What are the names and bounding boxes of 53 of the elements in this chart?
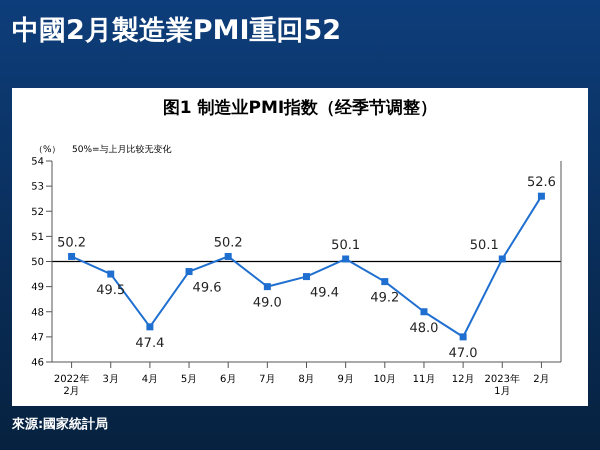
- data-label: 49.6: [192, 280, 222, 296]
- chart-subtitle: 图1 制造业PMI指数（经季节调整）: [162, 97, 438, 119]
- x-tick-label: 3月: [102, 374, 119, 385]
- y-tick-label: 54: [31, 156, 44, 168]
- point: [107, 270, 114, 278]
- x-tick-label: 6月: [220, 374, 236, 385]
- point: [420, 308, 428, 316]
- x-tick-label: 2022年 2月: [54, 373, 90, 397]
- y-tick-label: 53: [31, 182, 44, 193]
- point: [303, 273, 310, 280]
- x-tick-label: 5月: [180, 374, 198, 385]
- point: [146, 323, 154, 330]
- data-label: 50.1: [331, 238, 360, 253]
- x-tick-label: 8月: [298, 374, 315, 385]
- data-label: 52.6: [526, 175, 556, 190]
- y-tick-label: 50: [31, 257, 44, 268]
- x-tick-label: 7月: [259, 374, 276, 385]
- data-label: 49.2: [370, 290, 400, 306]
- data-label: 49.0: [252, 296, 282, 311]
- data-label: 50.2: [57, 235, 86, 250]
- point: [224, 252, 232, 260]
- point: [538, 192, 545, 200]
- y-tick-label: 48: [31, 307, 44, 318]
- text: 50%=与上月比较无变化: [72, 144, 172, 156]
- point: [381, 278, 388, 286]
- x-tick-label: 2023年 1月: [484, 373, 520, 397]
- point: [460, 333, 467, 340]
- x-tick-label: 4月: [142, 374, 158, 385]
- point: [186, 268, 193, 276]
- point: [264, 283, 271, 290]
- point: [68, 252, 76, 260]
- chart-title: 中國2月製造業PMI重回52: [12, 14, 342, 48]
- data-label: 47.4: [135, 336, 164, 351]
- data-label: 50.1: [470, 238, 499, 253]
- data-label: 50.2: [214, 235, 243, 250]
- y-axis-title: （%）: [34, 144, 61, 156]
- y-tick-label: 51: [31, 232, 44, 243]
- x-tick-label: 11月: [412, 374, 436, 385]
- data-label: 48.0: [409, 320, 438, 336]
- x-tick-label: 12月: [452, 374, 474, 385]
- x-tick-label: 10月: [373, 374, 396, 385]
- x-tick-label: 2月: [533, 374, 550, 385]
- y-tick-label: 47: [31, 332, 44, 344]
- data-label: 49.4: [310, 286, 339, 301]
- x-tick-label: 9月: [337, 374, 354, 385]
- data-label: 47.0: [448, 346, 478, 361]
- y-tick-label: 46: [31, 358, 44, 369]
- y-tick-label: 49: [31, 282, 44, 294]
- point: [342, 255, 350, 262]
- point: [498, 255, 506, 262]
- text: 來源:國家統計局: [12, 416, 108, 433]
- data-label: 49.5: [96, 283, 126, 298]
- y-tick-label: 52: [31, 206, 44, 218]
